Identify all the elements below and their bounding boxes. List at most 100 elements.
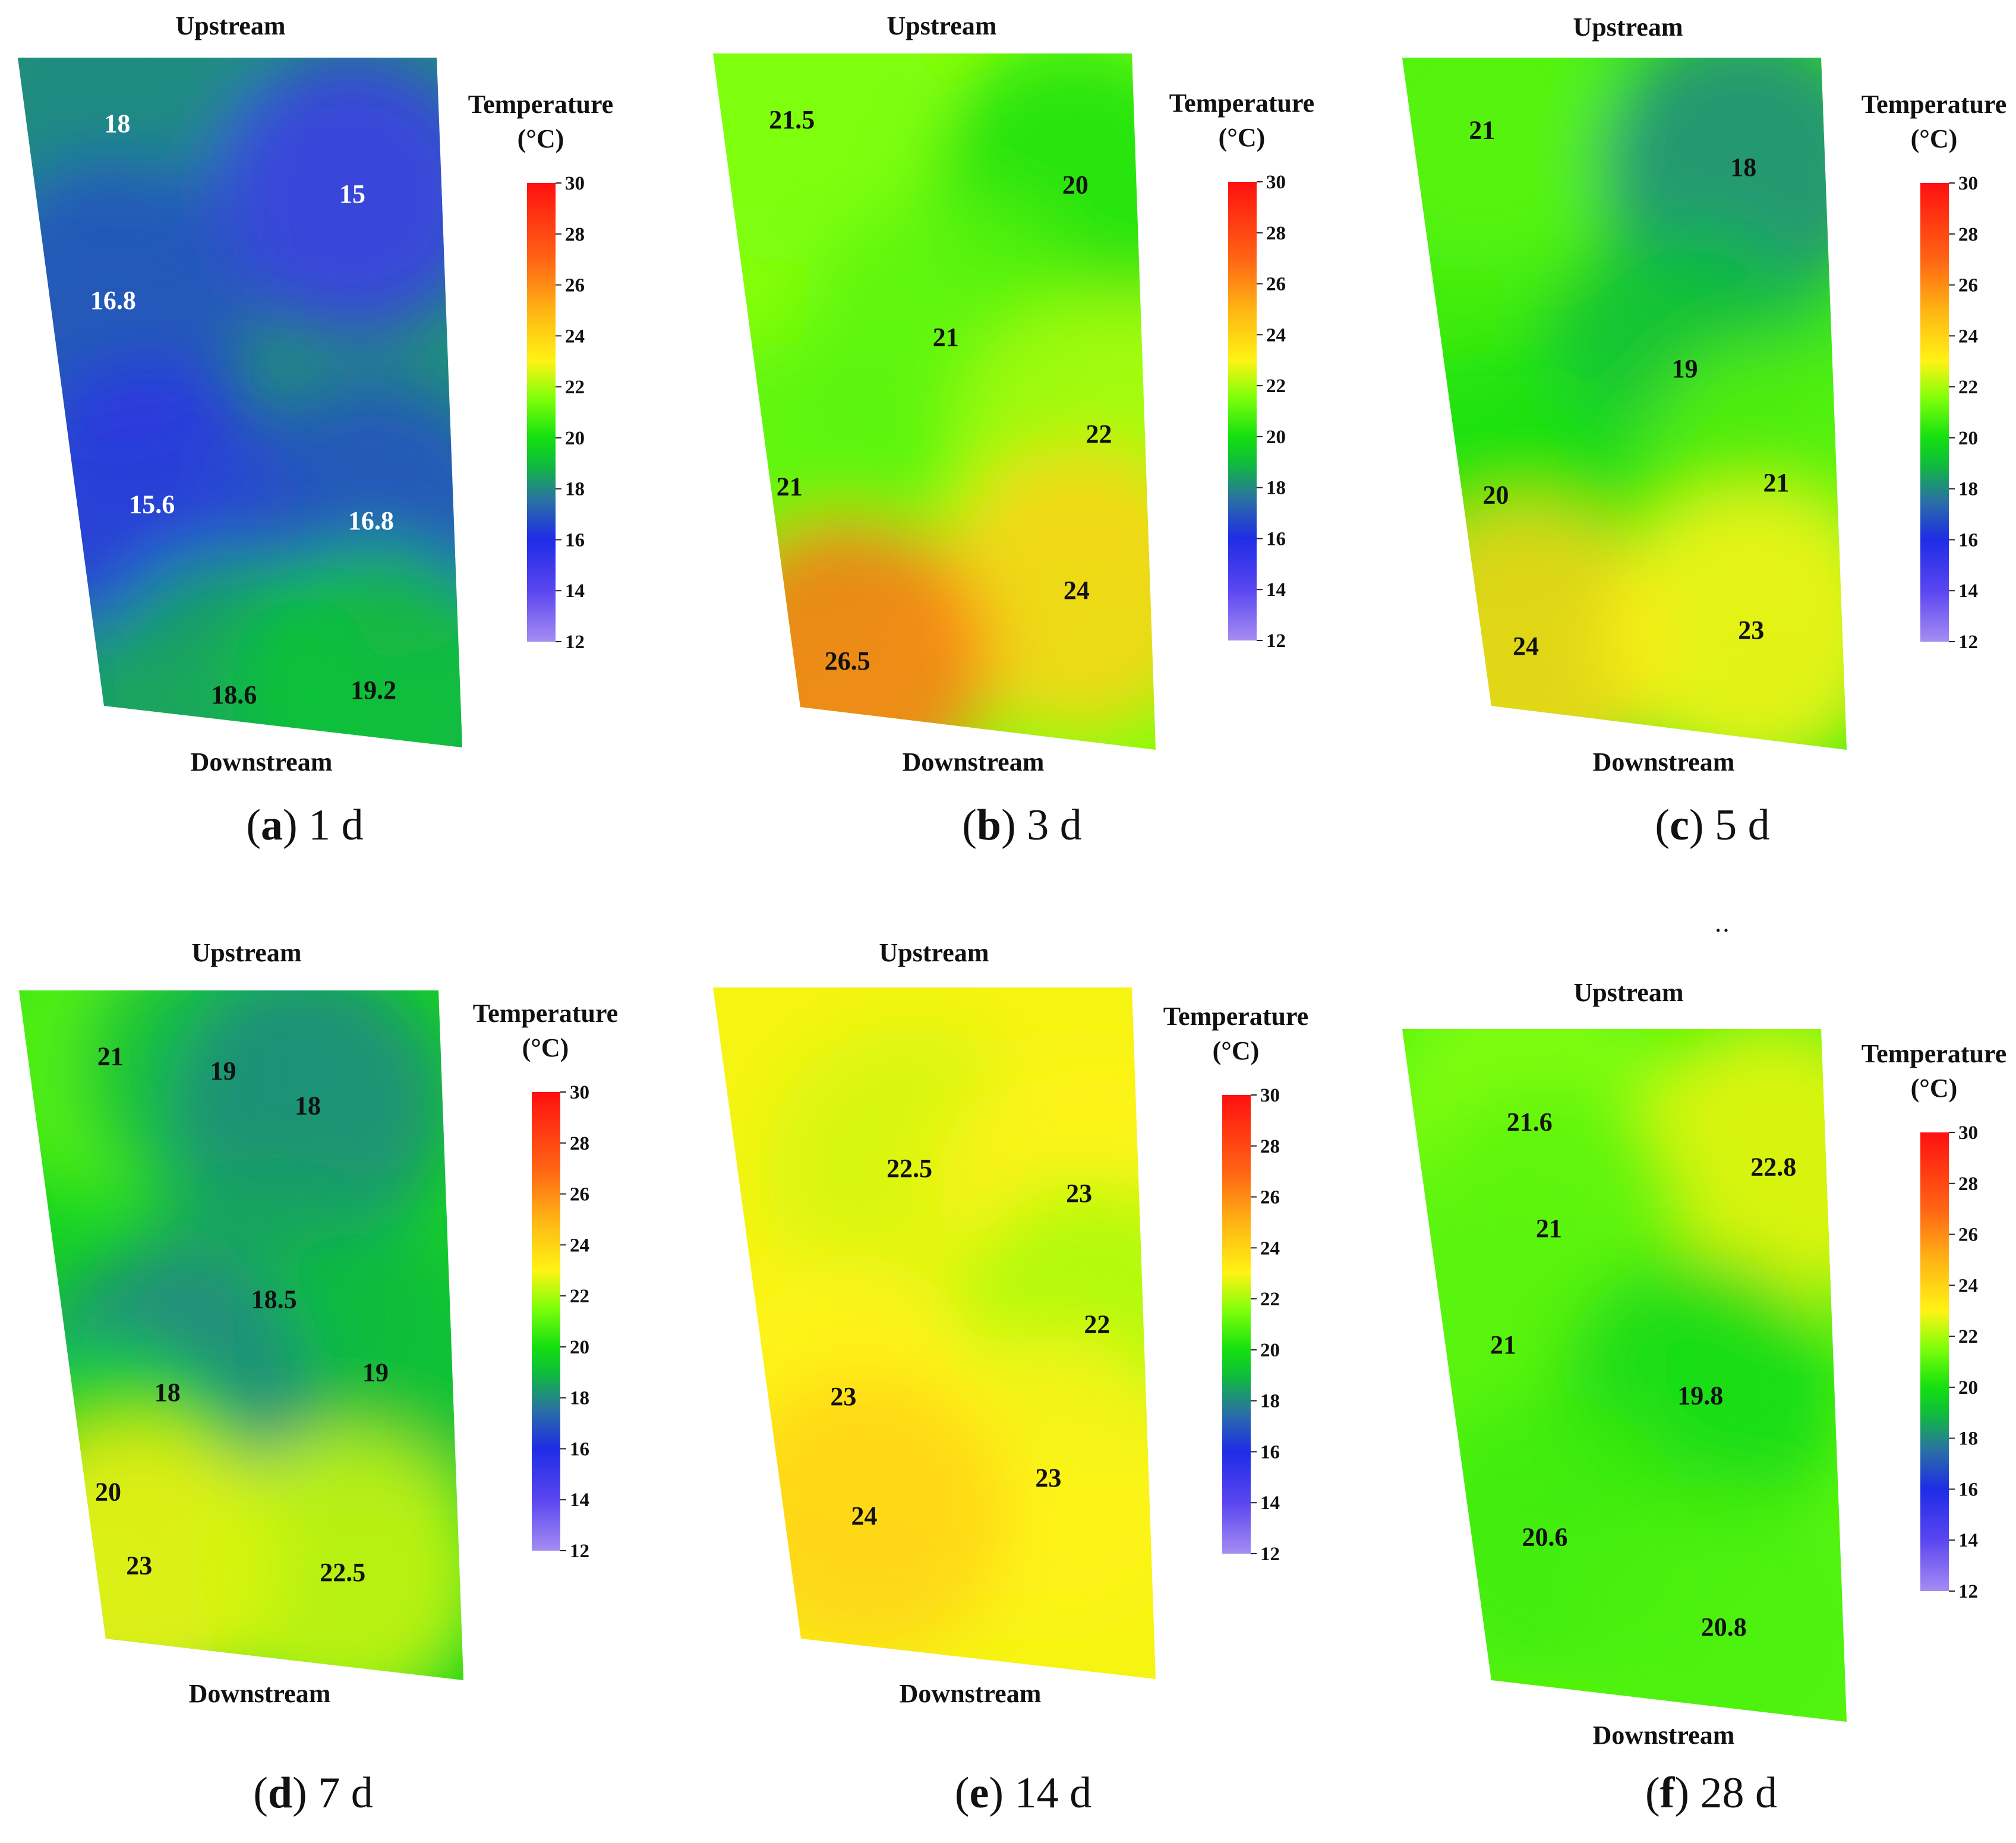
downstream-label: Downstream — [1593, 1721, 1735, 1750]
colorbar-tick-label: 22 — [1958, 1326, 1978, 1347]
colorbar-tick-label: 20 — [1958, 1377, 1978, 1399]
colorbar-tick-label: 16 — [1958, 1479, 1978, 1500]
temperature-value-label: 18.6 — [211, 680, 257, 709]
colorbar-tick-label: 14 — [1958, 1530, 1978, 1551]
colorbar-tick-label: 24 — [1266, 324, 1286, 346]
temperature-value-label: 16.8 — [348, 506, 394, 535]
legend-title: Temperature — [1163, 1002, 1308, 1031]
temperature-value-label: 21 — [777, 472, 803, 501]
colorbar-legend: Temperature (°C)30 28 26 24 22 20 18 16 14 12 — [1862, 90, 2006, 653]
colorbar-tick-label: 26 — [1266, 274, 1286, 295]
colorbar-tick-label: 20 — [1958, 428, 1978, 449]
colorbar-tick-label: 30 — [570, 1082, 589, 1103]
temperature-value-label: 21.5 — [769, 105, 815, 134]
temperature-value-label: 18.5 — [251, 1285, 297, 1314]
colorbar-tick-label: 26 — [570, 1184, 589, 1205]
heatmap-panel-c: 21 18 19 20 21 24 23 Upstream Downstream (c) 5 d T… — [1402, 12, 2006, 850]
temperature-value-label: 24 — [1064, 576, 1090, 605]
colorbar-tick-label: 14 — [565, 580, 585, 602]
temperature-value-label: 22 — [1086, 419, 1112, 449]
temperature-value-label: 23 — [1738, 616, 1764, 645]
colorbar-tick-label: 30 — [1958, 173, 1978, 194]
colorbar-tick-label: 12 — [565, 632, 585, 653]
colorbar — [1222, 1095, 1251, 1554]
temperature-value-label: 21 — [933, 323, 959, 352]
panel-caption: (d) 7 d — [253, 1769, 373, 1817]
colorbar-tick-label: 22 — [1266, 375, 1286, 397]
colorbar-tick-label: 18 — [1266, 478, 1286, 499]
legend-title: Temperature — [468, 90, 613, 119]
colorbar-tick-label: 16 — [565, 529, 585, 551]
legend-title: Temperature — [473, 999, 618, 1028]
colorbar-tick-label: 20 — [1260, 1340, 1280, 1361]
colorbar-tick-label: 14 — [570, 1489, 589, 1511]
temperature-value-label: 26.5 — [825, 646, 870, 676]
colorbar — [527, 183, 556, 642]
colorbar-tick-label: 18 — [1958, 1428, 1978, 1450]
heatmap-panel-a: 18 15 16.8 15.6 16.8 18.6 19.2 Upstream Downstre… — [18, 11, 613, 850]
temperature-value-label: 22.5 — [886, 1154, 932, 1183]
heatmap-field — [713, 1025, 1156, 1658]
heatmap-panel-d: 21 19 18 18.5 19 18 20 23 22.5 Upstream Downstream… — [19, 938, 618, 1817]
colorbar-tick-label: 14 — [1958, 580, 1978, 602]
colorbar-tick-label: 26 — [565, 275, 585, 296]
panel-caption: (f) 28 d — [1645, 1769, 1777, 1817]
legend-unit: (°C) — [1911, 124, 1958, 153]
temperature-value-label: 18 — [154, 1378, 181, 1407]
colorbar-legend: Temperature (°C)30 28 26 24 22 20 18 16 14 12 — [468, 90, 613, 653]
heatmap-field — [19, 990, 463, 1680]
temperature-value-label: 15.6 — [129, 490, 175, 519]
colorbar — [532, 1092, 560, 1551]
panel-caption: (e) 14 d — [955, 1769, 1091, 1817]
temperature-value-label: 20 — [1483, 480, 1509, 509]
colorbar-tick-label: 22 — [570, 1286, 589, 1307]
colorbar-tick-label: 16 — [1260, 1441, 1280, 1463]
temperature-value-label: 15 — [339, 179, 365, 209]
panel-caption: (b) 3 d — [962, 801, 1081, 850]
colorbar — [1228, 182, 1257, 640]
temperature-value-label: 22.8 — [1750, 1152, 1796, 1181]
heatmap-panel-e: 22.5 23 22 23 23 24 Upstream Downstream (e) 14 d… — [713, 938, 1308, 1817]
colorbar-tick-label: 20 — [565, 428, 585, 449]
colorbar-tick-label: 12 — [1958, 632, 1978, 653]
legend-title: Temperature — [1862, 90, 2006, 119]
colorbar-tick-label: 12 — [570, 1541, 589, 1562]
colorbar-tick-label: 30 — [1260, 1085, 1280, 1106]
colorbar-tick-label: 20 — [570, 1337, 589, 1358]
temperature-value-label: 23 — [1035, 1463, 1061, 1492]
panel-caption: (c) 5 d — [1655, 801, 1769, 850]
colorbar-tick-label: 30 — [1958, 1122, 1978, 1144]
colorbar — [1920, 183, 1949, 642]
legend-unit: (°C) — [1219, 123, 1266, 152]
colorbar — [1920, 1132, 1949, 1591]
temperature-value-label: 18 — [104, 109, 130, 138]
colorbar-tick-label: 14 — [1266, 579, 1286, 601]
colorbar-legend: Temperature (°C)30 28 26 24 22 20 18 16 14 12 — [473, 999, 618, 1562]
colorbar-tick-label: 26 — [1260, 1187, 1280, 1208]
temperature-value-label: 21 — [1469, 115, 1495, 144]
downstream-label: Downstream — [191, 747, 333, 777]
colorbar-tick-label: 28 — [570, 1133, 589, 1154]
colorbar-tick-label: 18 — [1958, 479, 1978, 500]
upstream-label: Upstream — [1573, 12, 1683, 42]
colorbar-tick-label: 28 — [1958, 1173, 1978, 1195]
heatmap-blob — [210, 58, 462, 337]
colorbar-tick-label: 18 — [570, 1388, 589, 1409]
downstream-label: Downstream — [900, 1679, 1042, 1708]
legend-unit: (°C) — [1911, 1074, 1958, 1103]
colorbar-legend: Temperature (°C)30 28 26 24 22 20 18 16 14 12 — [1169, 89, 1314, 652]
heatmap-panel-b: 21.5 20 21 22 21 24 26.5 Upstream Downstream (b) … — [713, 11, 1314, 850]
temperature-value-label: 20 — [95, 1477, 121, 1506]
legend-unit: (°C) — [518, 124, 564, 153]
colorbar-tick-label: 26 — [1958, 1225, 1978, 1246]
colorbar-tick-label: 24 — [1958, 1275, 1978, 1296]
temperature-value-label: 22.5 — [320, 1558, 365, 1587]
colorbar-tick-label: 28 — [1260, 1136, 1280, 1157]
heatmap-field — [1402, 1029, 1847, 1722]
colorbar-legend: Temperature (°C)30 28 26 24 22 20 18 16 14 12 — [1163, 1002, 1308, 1565]
temperature-value-label: 23 — [1066, 1179, 1092, 1208]
upstream-label: Upstream — [192, 938, 302, 967]
legend-title: Temperature — [1862, 1039, 2006, 1068]
downstream-label: Downstream — [903, 747, 1045, 777]
